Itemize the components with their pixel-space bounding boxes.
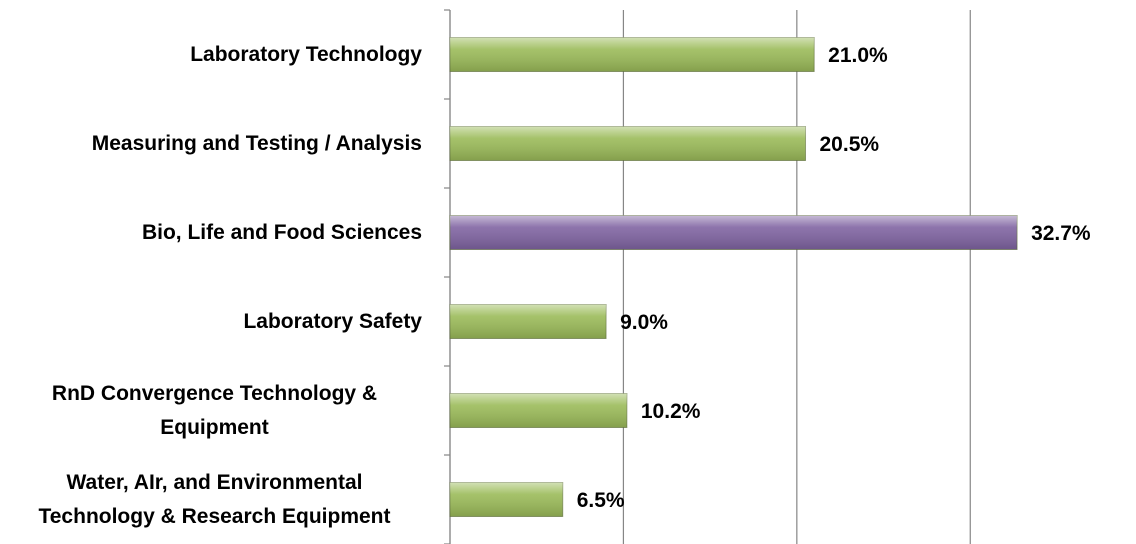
category-text: Laboratory Safety <box>243 309 422 333</box>
category-label: Laboratory Technology <box>190 38 422 72</box>
bar-shine <box>450 37 815 72</box>
value-label: 6.5% <box>577 489 625 512</box>
category-text: Water, AIr, and Environmental Technology… <box>38 470 391 528</box>
value-label: 10.2% <box>641 400 701 423</box>
category-label: Bio, Life and Food Sciences <box>142 216 422 250</box>
value-label: 21.0% <box>828 44 888 67</box>
bar-shine <box>450 304 607 339</box>
category-label: Laboratory Safety <box>243 305 422 339</box>
bar-shine <box>450 215 1018 250</box>
category-text: Measuring and Testing / Analysis <box>91 131 422 155</box>
category-text: Laboratory Technology <box>190 42 422 66</box>
category-label: RnD Convergence Technology & Equipment <box>7 377 422 445</box>
bar-shine <box>450 393 627 428</box>
category-label: Water, AIr, and Environmental Technology… <box>7 466 422 534</box>
value-label: 32.7% <box>1031 222 1091 245</box>
bar-shine <box>450 482 563 517</box>
bar-shine <box>450 126 806 161</box>
category-text: Bio, Life and Food Sciences <box>141 220 422 244</box>
category-label: Measuring and Testing / Analysis <box>92 127 422 161</box>
value-label: 9.0% <box>620 311 668 334</box>
category-text: RnD Convergence Technology & Equipment <box>51 381 378 439</box>
value-label: 20.5% <box>820 133 880 156</box>
